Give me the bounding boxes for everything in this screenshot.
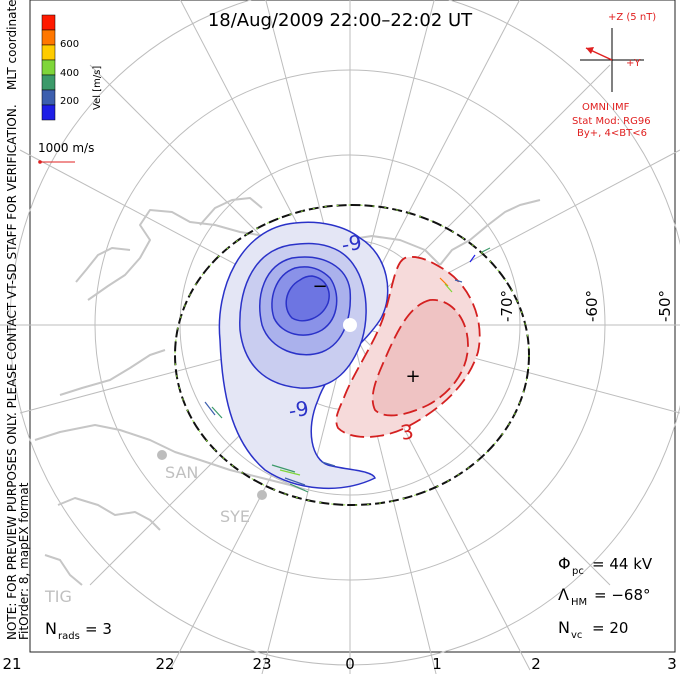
coastline bbox=[34, 197, 541, 586]
svg-text:HM: HM bbox=[571, 597, 587, 608]
fit-order: FitOrder: 8, mapEX format bbox=[17, 482, 31, 640]
svg-text:Λ: Λ bbox=[558, 585, 569, 604]
velocity-vectors bbox=[204, 247, 491, 493]
lat-label: -50° bbox=[656, 290, 674, 322]
hm-boundary-vectors bbox=[174, 204, 530, 506]
mlt-tick: 2 bbox=[531, 655, 541, 673]
velocity-scale-label: 1000 m/s bbox=[38, 141, 94, 155]
negative-potential-cell bbox=[218, 221, 389, 489]
mlt-tick: 23 bbox=[252, 655, 271, 673]
potential-max-marker: + bbox=[405, 366, 420, 387]
stat-n-vc: N vc = 20 bbox=[558, 618, 628, 641]
svg-text:Φ: Φ bbox=[558, 554, 571, 573]
imf-source: OMNI IMF bbox=[582, 102, 630, 113]
coord-label: MLT coordinates bbox=[5, 0, 19, 90]
imf-z-label: +Z (5 nT) bbox=[608, 12, 656, 23]
svg-text:= 20: = 20 bbox=[592, 619, 628, 637]
svg-text:pc: pc bbox=[572, 566, 584, 577]
velocity-colorbar bbox=[41, 14, 56, 121]
svg-text:= −68°: = −68° bbox=[594, 586, 651, 604]
imf-vector-head bbox=[586, 47, 594, 54]
mlt-tick: 21 bbox=[2, 655, 21, 673]
lat-label: -60° bbox=[583, 290, 601, 322]
station-label: SAN bbox=[165, 463, 198, 482]
svg-text:N: N bbox=[45, 619, 57, 638]
colorbar-units: Vel [m/s] bbox=[92, 66, 103, 110]
colorbar-tick: 400 bbox=[60, 68, 79, 79]
stat-n-rads: N rads = 3 bbox=[45, 619, 112, 642]
page-title: 18/Aug/2009 22:00–22:02 UT bbox=[208, 10, 473, 31]
pole-marker bbox=[343, 318, 357, 332]
mlt-axis: 21 22 23 0 1 2 3 bbox=[2, 655, 676, 673]
preview-watermark: NOTE: FOR PREVIEW PURPOSES ONLY. PLEASE … bbox=[5, 104, 19, 640]
contour-label: 3 bbox=[399, 419, 416, 445]
contour-label: -9 bbox=[287, 396, 311, 423]
contour-label: -9 bbox=[340, 230, 364, 257]
plot-frame bbox=[29, 0, 676, 653]
colorbar-tick: 600 bbox=[60, 39, 79, 50]
imf-y-label: +Y bbox=[626, 58, 641, 69]
velocity-scale-dot bbox=[38, 160, 42, 164]
mlt-tick: 3 bbox=[667, 655, 677, 673]
mlt-tick: 0 bbox=[345, 655, 355, 673]
stat-lambda-hm: Λ HM = −68° bbox=[558, 585, 651, 608]
svg-text:rads: rads bbox=[58, 631, 80, 642]
svg-text:= 3: = 3 bbox=[85, 620, 112, 638]
imf-conditions: By+, 4<BT<6 bbox=[577, 128, 647, 139]
lat-label: -70° bbox=[498, 290, 516, 322]
imf-model: Stat Mod: RG96 bbox=[572, 116, 651, 127]
svg-text:vc: vc bbox=[571, 630, 582, 641]
colorbar-tick: 200 bbox=[60, 96, 79, 107]
mlt-tick: 1 bbox=[432, 655, 442, 673]
svg-text:N: N bbox=[558, 618, 570, 637]
mlt-tick: 22 bbox=[155, 655, 174, 673]
station-label: SYE bbox=[220, 507, 250, 526]
station-label: TIG bbox=[44, 587, 72, 606]
svg-text:= 44 kV: = 44 kV bbox=[592, 555, 653, 573]
station-markers bbox=[157, 450, 267, 500]
potential-min-marker: − bbox=[312, 276, 327, 297]
stat-phi-pc: Φ pc = 44 kV bbox=[558, 554, 653, 577]
